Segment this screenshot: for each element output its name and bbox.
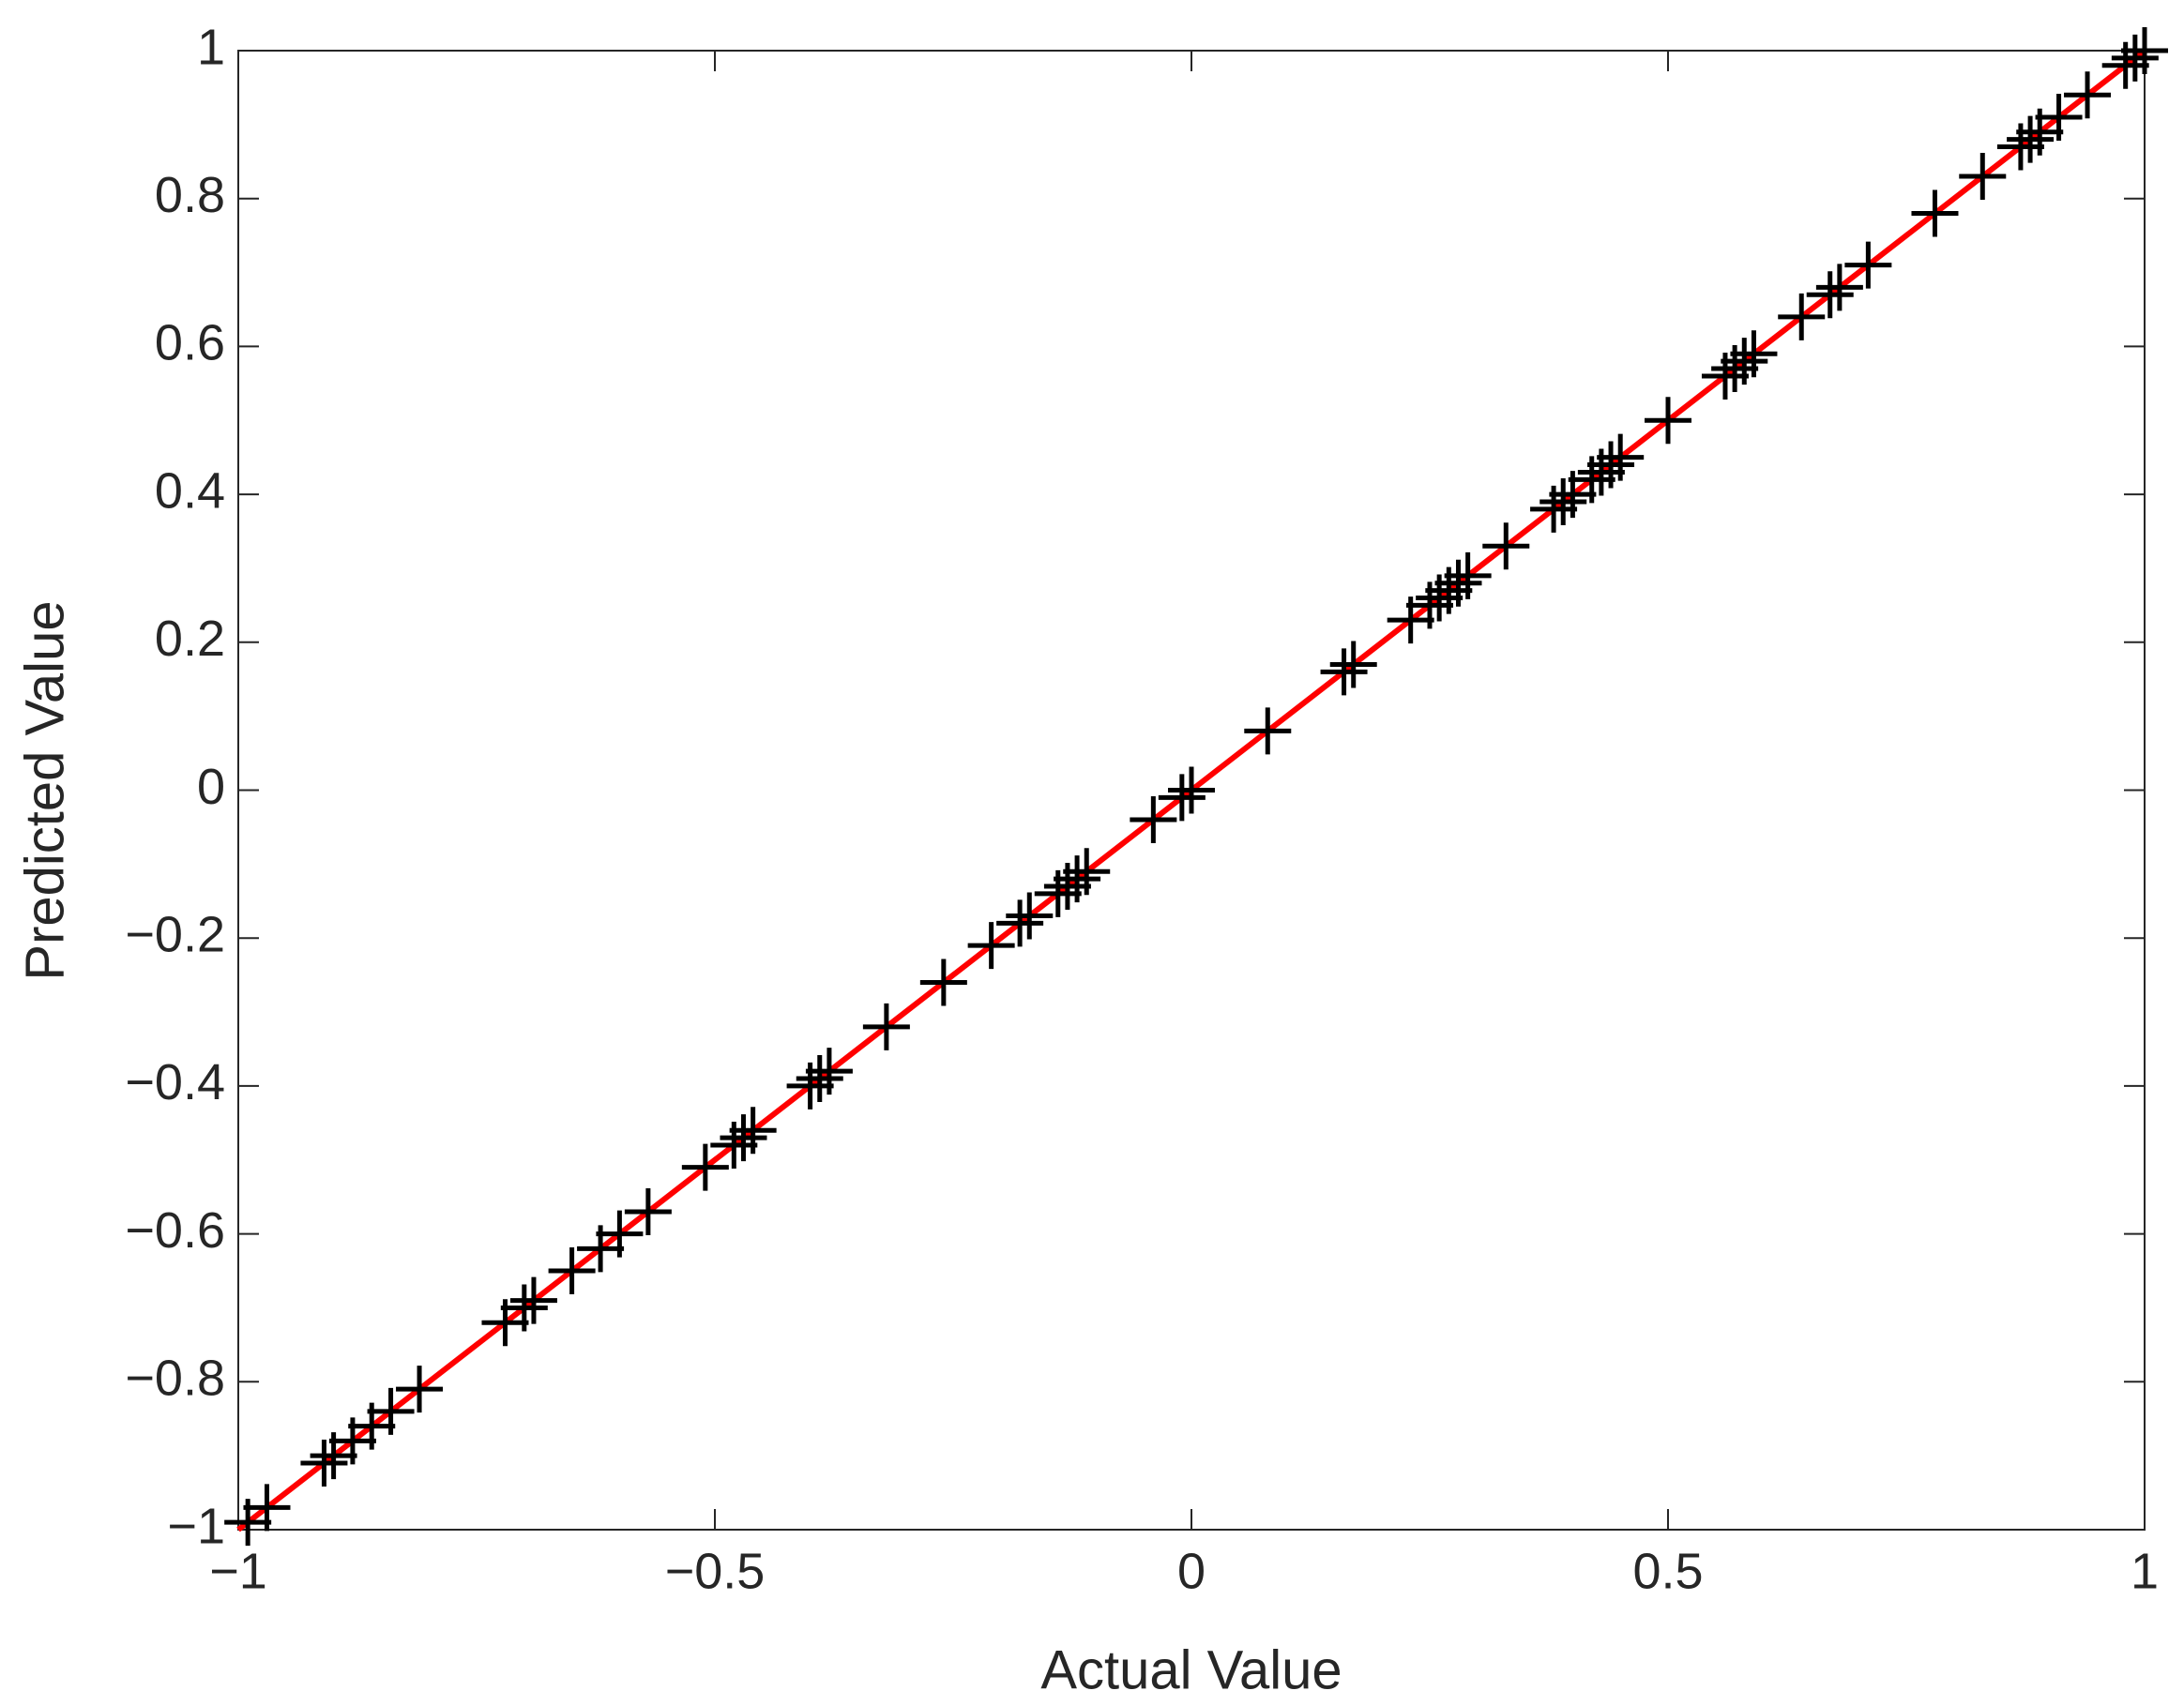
y-tick-label: 0.4 — [155, 462, 225, 519]
point — [1130, 796, 1177, 844]
y-tick-label: −0.2 — [125, 906, 225, 962]
point — [796, 1055, 843, 1103]
y-tick-label: 0 — [197, 759, 225, 815]
point — [1006, 892, 1054, 940]
point — [919, 959, 967, 1006]
point — [1597, 433, 1645, 481]
point — [624, 1187, 672, 1235]
point — [1645, 397, 1691, 445]
point — [396, 1366, 444, 1413]
x-tick-label: −1 — [209, 1543, 267, 1599]
y-tick-label: −0.6 — [125, 1202, 225, 1259]
point — [548, 1247, 596, 1295]
point — [720, 1114, 767, 1162]
point — [1320, 648, 1368, 696]
point — [1539, 477, 1587, 525]
y-tick-label: 0.8 — [155, 167, 225, 223]
y-axis-label: Predicted Value — [14, 600, 75, 980]
y-tick-label: 1 — [197, 19, 225, 75]
point — [1054, 855, 1101, 903]
y-tick-label: 0.6 — [155, 315, 225, 371]
y-tick-label: 0.2 — [155, 611, 225, 667]
point — [1587, 441, 1635, 489]
point — [1815, 264, 1863, 311]
y-tick-label: −0.4 — [125, 1054, 225, 1110]
point — [1482, 522, 1530, 570]
x-axis-label: Actual Value — [1040, 1639, 1342, 1700]
x-tick-label: 1 — [2131, 1543, 2159, 1599]
point — [1730, 330, 1778, 378]
x-tick-label: 0.5 — [1632, 1543, 1703, 1599]
point — [805, 1048, 853, 1095]
point — [1844, 241, 1892, 289]
point — [1778, 293, 1826, 340]
point — [596, 1210, 644, 1258]
point — [681, 1143, 729, 1191]
point — [2111, 34, 2159, 82]
point — [1911, 189, 1959, 237]
point — [1959, 153, 2007, 201]
y-tick-label: −0.8 — [125, 1351, 225, 1407]
point — [862, 1003, 910, 1050]
point — [1168, 766, 1215, 814]
point — [300, 1440, 348, 1487]
point — [2035, 93, 2083, 141]
y-tick-label: −1 — [167, 1498, 225, 1554]
point — [1434, 559, 1482, 607]
point — [2007, 115, 2055, 163]
point — [996, 899, 1044, 947]
x-tick-label: 0 — [1177, 1543, 1206, 1599]
point — [500, 1284, 548, 1332]
point — [243, 1484, 291, 1532]
point — [729, 1107, 777, 1155]
x-tick-label: −0.5 — [665, 1543, 766, 1599]
point — [1721, 338, 1768, 385]
point — [1444, 551, 1492, 599]
point — [1329, 641, 1377, 688]
point — [509, 1276, 557, 1324]
point — [1158, 774, 1206, 822]
point — [367, 1387, 415, 1435]
point — [1244, 707, 1292, 755]
point — [967, 922, 1015, 970]
point — [2064, 71, 2112, 119]
point — [1063, 848, 1111, 896]
point — [2121, 27, 2168, 74]
point — [1806, 271, 1854, 319]
